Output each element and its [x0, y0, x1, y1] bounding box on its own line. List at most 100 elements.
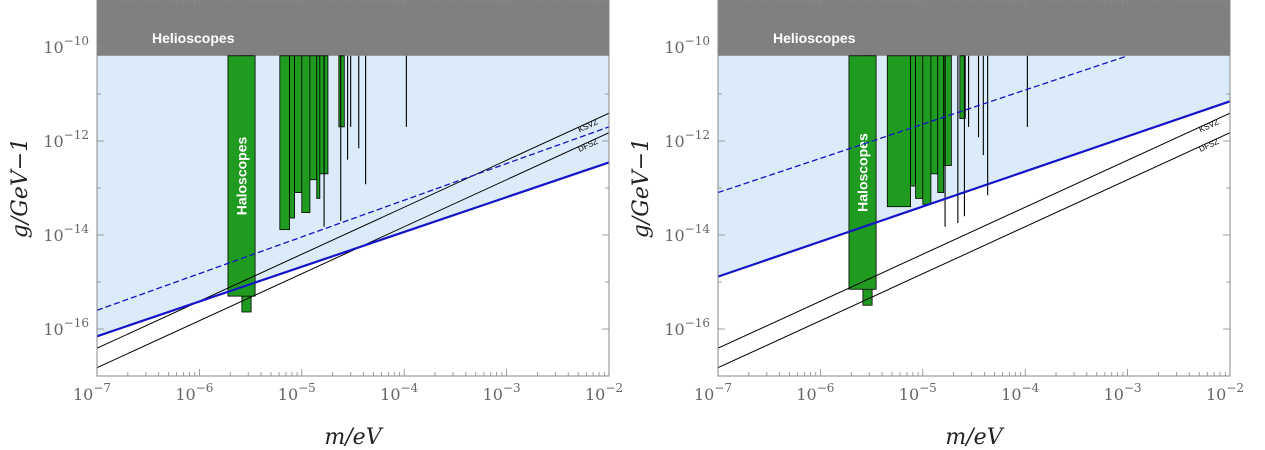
y-axis-title: g/GeV−1: [629, 138, 654, 238]
unshaded-region: [97, 162, 609, 376]
haloscopes-label: Haloscopes: [234, 136, 250, 215]
x-tick-label-exponent: −7: [714, 381, 732, 395]
ksvz-line: [718, 112, 1230, 349]
x-tick-label-mantissa: 10: [1206, 385, 1226, 404]
x-tick-label-exponent: −6: [817, 381, 835, 395]
y-tick-label-exponent: −14: [685, 222, 711, 236]
haloscope-segment: [316, 55, 321, 199]
x-tick-label-mantissa: 10: [1104, 385, 1124, 404]
haloscope-segment: [943, 55, 952, 166]
x-tick-label-mantissa: 10: [175, 385, 195, 404]
haloscope-segment: [289, 55, 295, 219]
y-tick-label-mantissa: 10: [664, 226, 684, 245]
x-tick-label: 10−6: [796, 381, 834, 404]
y-tick-label: 10−12: [664, 128, 710, 151]
y-tick-label-exponent: −14: [64, 222, 90, 236]
haloscope-segment: [930, 55, 939, 175]
x-tick-label: 10−4: [380, 381, 418, 404]
y-tick-label-mantissa: 10: [43, 320, 63, 339]
x-tick-label: 10−4: [1001, 381, 1039, 404]
x-tick-label-exponent: −5: [298, 381, 316, 395]
haloscope-segment: [294, 55, 303, 193]
haloscope-main-band: [848, 55, 877, 290]
x-tick-label-exponent: −4: [1022, 381, 1040, 395]
y-tick-label: 10−14: [664, 222, 710, 245]
x-tick-label: 10−2: [585, 381, 623, 404]
x-tick-label-mantissa: 10: [796, 385, 816, 404]
unshaded-region: [718, 101, 1230, 376]
y-tick-label: 10−10: [664, 34, 710, 57]
x-tick-label-mantissa: 10: [694, 385, 714, 404]
x-tick-label: 10−2: [1206, 381, 1244, 404]
x-tick-label-mantissa: 10: [483, 385, 503, 404]
y-tick-label: 10−16: [43, 316, 89, 339]
solid-bound-line: [97, 161, 609, 338]
y-tick-label-mantissa: 10: [43, 132, 63, 151]
x-tick-label-exponent: −4: [401, 381, 419, 395]
y-tick-label: 10−12: [43, 128, 89, 151]
haloscope-main-band: [227, 55, 256, 297]
x-tick-label-mantissa: 10: [585, 385, 605, 404]
haloscope-segment: [959, 55, 966, 119]
x-tick-label-exponent: −3: [1124, 381, 1142, 395]
y-tick-label-exponent: −10: [64, 34, 89, 48]
solid-bound-line: [718, 100, 1230, 278]
x-tick-label: 10−3: [1104, 381, 1142, 404]
dashed-bound-line: [97, 126, 609, 311]
haloscope-segment: [886, 55, 911, 208]
haloscope-segment: [309, 55, 318, 181]
helioscopes-label: Helioscopes: [773, 30, 856, 46]
haloscope-segment: [915, 55, 924, 199]
y-tick-label-mantissa: 10: [43, 38, 63, 57]
x-tick-label-mantissa: 10: [380, 385, 400, 404]
x-tick-label: 10−5: [899, 381, 937, 404]
x-tick-label-exponent: −2: [605, 381, 623, 395]
y-tick-label: 10−10: [43, 34, 89, 57]
haloscope-segment: [937, 55, 945, 193]
y-axis-title: g/GeV−1: [8, 138, 33, 238]
y-tick-label-mantissa: 10: [664, 320, 684, 339]
y-tick-label-exponent: −12: [64, 128, 89, 142]
y-tick-label-exponent: −16: [685, 316, 710, 330]
x-tick-label-exponent: −5: [919, 381, 937, 395]
y-tick-label-mantissa: 10: [664, 38, 684, 57]
y-tick-label-exponent: −10: [685, 34, 710, 48]
x-tick-label: 10−7: [73, 381, 111, 404]
y-tick-label: 10−14: [43, 222, 89, 245]
x-tick-label-exponent: −7: [93, 381, 111, 395]
y-tick-label-exponent: −16: [64, 316, 89, 330]
y-tick-label-mantissa: 10: [43, 226, 63, 245]
haloscope-segment: [338, 55, 345, 128]
helioscopes-label: Helioscopes: [152, 30, 235, 46]
haloscope-segment: [910, 55, 916, 187]
x-tick-label: 10−3: [483, 381, 521, 404]
helioscopes-band: [718, 0, 1230, 56]
dfsz-line: [718, 132, 1230, 369]
x-axis-title: m/eV: [945, 425, 1004, 450]
x-tick-label: 10−7: [694, 381, 732, 404]
y-tick-label: 10−16: [664, 316, 710, 339]
haloscope-segment: [301, 55, 311, 213]
x-tick-label-exponent: −3: [503, 381, 521, 395]
haloscope-segment: [922, 55, 932, 205]
x-tick-label-mantissa: 10: [1001, 385, 1021, 404]
x-tick-label-exponent: −2: [1226, 381, 1244, 395]
x-tick-label: 10−5: [278, 381, 316, 404]
ksvz-line: [97, 112, 609, 349]
y-tick-label-mantissa: 10: [664, 132, 684, 151]
haloscopes-label: Haloscopes: [855, 133, 871, 212]
x-tick-label-mantissa: 10: [73, 385, 93, 404]
haloscope-segment: [279, 55, 290, 231]
x-tick-label-mantissa: 10: [899, 385, 919, 404]
x-tick-label-exponent: −6: [196, 381, 214, 395]
x-axis-title: m/eV: [324, 425, 383, 450]
x-tick-label-mantissa: 10: [278, 385, 298, 404]
x-tick-label: 10−6: [175, 381, 213, 404]
y-tick-label-exponent: −12: [685, 128, 710, 142]
helioscopes-band: [97, 0, 609, 56]
